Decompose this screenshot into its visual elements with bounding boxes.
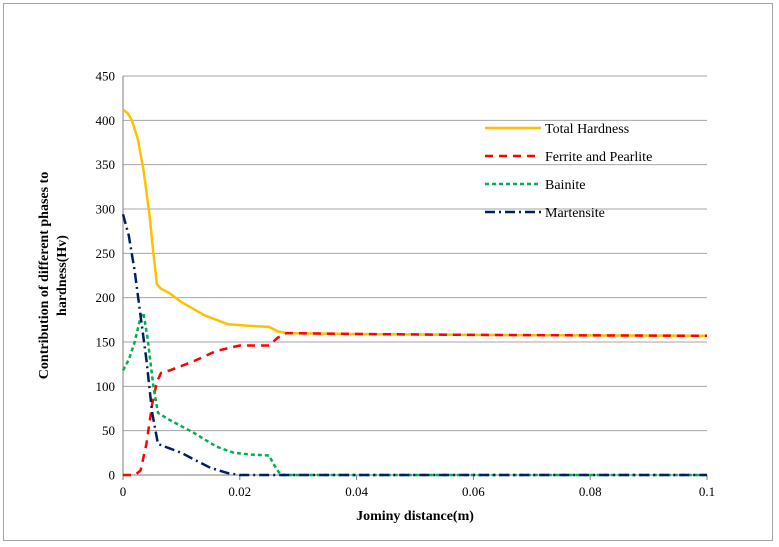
legend-label: Total Hardness <box>545 122 629 137</box>
y-tick-label: 0 <box>109 468 116 483</box>
x-tick-labels: 0 0.02 0.04 0.06 0.08 0.1 <box>120 484 715 499</box>
y-tick-label: 250 <box>96 246 116 261</box>
y-tick-label: 50 <box>102 423 115 438</box>
legend-label: Martensite <box>545 206 605 221</box>
y-tick-label: 450 <box>96 69 116 84</box>
x-axis-title: Jominy distance(m) <box>356 509 474 524</box>
x-tick-label: 0.06 <box>462 484 485 499</box>
chart: 0 50 100 150 200 250 300 350 400 450 0 0.02 0.04 0.0… <box>37 69 715 525</box>
series-line <box>123 331 708 477</box>
y-tick-label: 400 <box>96 113 116 128</box>
legend: Total Hardness Ferrite and Pearlite Bainit… <box>485 122 652 221</box>
y-tick-label: 200 <box>96 290 116 305</box>
legend-label: Ferrite and Pearlite <box>545 150 652 165</box>
chart-frame: 0 50 100 150 200 250 300 350 400 450 0 0.02 0.04 0.0… <box>3 3 773 541</box>
series-lines <box>121 108 708 477</box>
x-tick-label: 0.1 <box>699 484 715 499</box>
series-line <box>121 213 707 477</box>
y-tick-label: 150 <box>96 335 116 350</box>
y-axis-title-line-1: Contribution of different phases to <box>37 172 52 379</box>
x-tick-label: 0.08 <box>579 484 602 499</box>
legend-label: Bainite <box>545 178 585 193</box>
gridlines <box>123 75 707 432</box>
series-line <box>122 108 708 338</box>
y-tick-label: 350 <box>96 157 116 172</box>
x-tick-label: 0 <box>120 484 127 499</box>
y-tick-label: 100 <box>96 379 116 394</box>
y-tick-label: 300 <box>96 202 116 217</box>
x-tick-label: 0.02 <box>228 484 251 499</box>
y-axis-title-line-2: hardness(Hv) <box>55 235 70 316</box>
series-line <box>121 311 707 477</box>
x-tick-label: 0.04 <box>345 484 368 499</box>
y-tick-labels: 0 50 100 150 200 250 300 350 400 450 <box>96 69 116 483</box>
